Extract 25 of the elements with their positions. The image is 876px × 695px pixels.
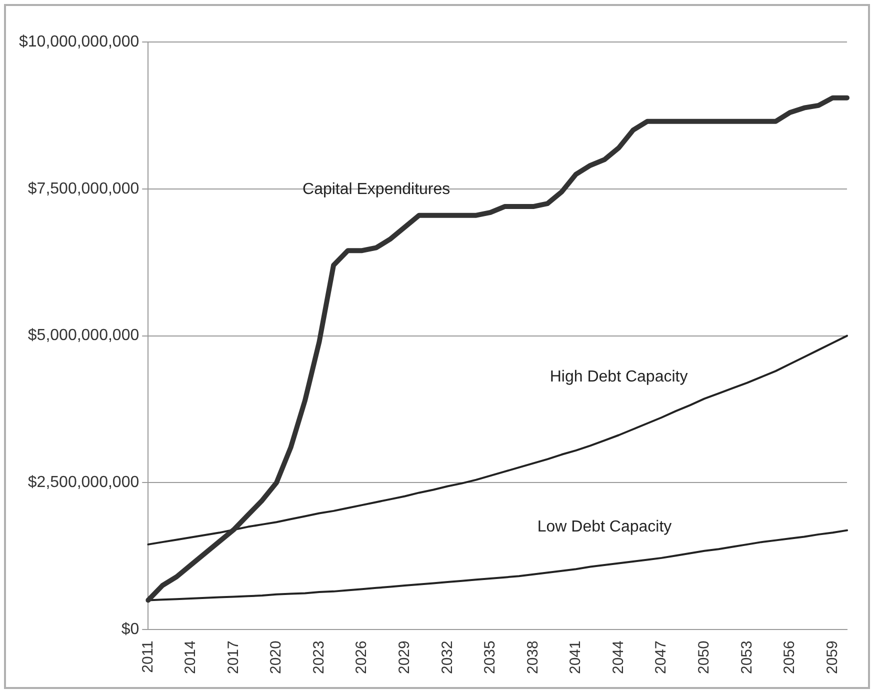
x-tick-label: 2053 xyxy=(738,640,756,674)
x-tick-label: 2032 xyxy=(438,640,456,674)
x-tick-label: 2011 xyxy=(139,640,156,673)
y-tick-label: $7,500,000,000 xyxy=(28,180,140,198)
x-tick-label: 2029 xyxy=(396,640,413,674)
x-tick-label: 2059 xyxy=(824,640,841,674)
x-tick-label: 2023 xyxy=(310,640,328,674)
x-tick-label: 2038 xyxy=(524,640,542,674)
y-tick-label: $5,000,000,000 xyxy=(28,327,140,344)
x-tick-label: 2056 xyxy=(781,640,798,674)
x-tick-label: 2041 xyxy=(567,640,584,674)
y-tick-label: $10,000,000,000 xyxy=(18,33,140,50)
series-label: High Debt Capacity xyxy=(550,368,688,386)
x-tick-label: 2050 xyxy=(696,640,713,674)
x-tick-label: 2044 xyxy=(610,640,627,674)
x-tick-label: 2026 xyxy=(353,640,370,674)
y-tick-label: $0 xyxy=(121,621,140,638)
x-tick-label: 2020 xyxy=(268,640,285,674)
x-tick-label: 2035 xyxy=(482,640,499,674)
x-tick-label: 2047 xyxy=(652,640,670,674)
series-label: Low Debt Capacity xyxy=(537,518,672,536)
series-label: Capital Expenditures xyxy=(302,181,450,198)
x-tick-label: 2014 xyxy=(182,640,200,674)
y-tick-label: $2,500,000,000 xyxy=(28,474,140,492)
x-tick-label: 2017 xyxy=(224,640,242,674)
